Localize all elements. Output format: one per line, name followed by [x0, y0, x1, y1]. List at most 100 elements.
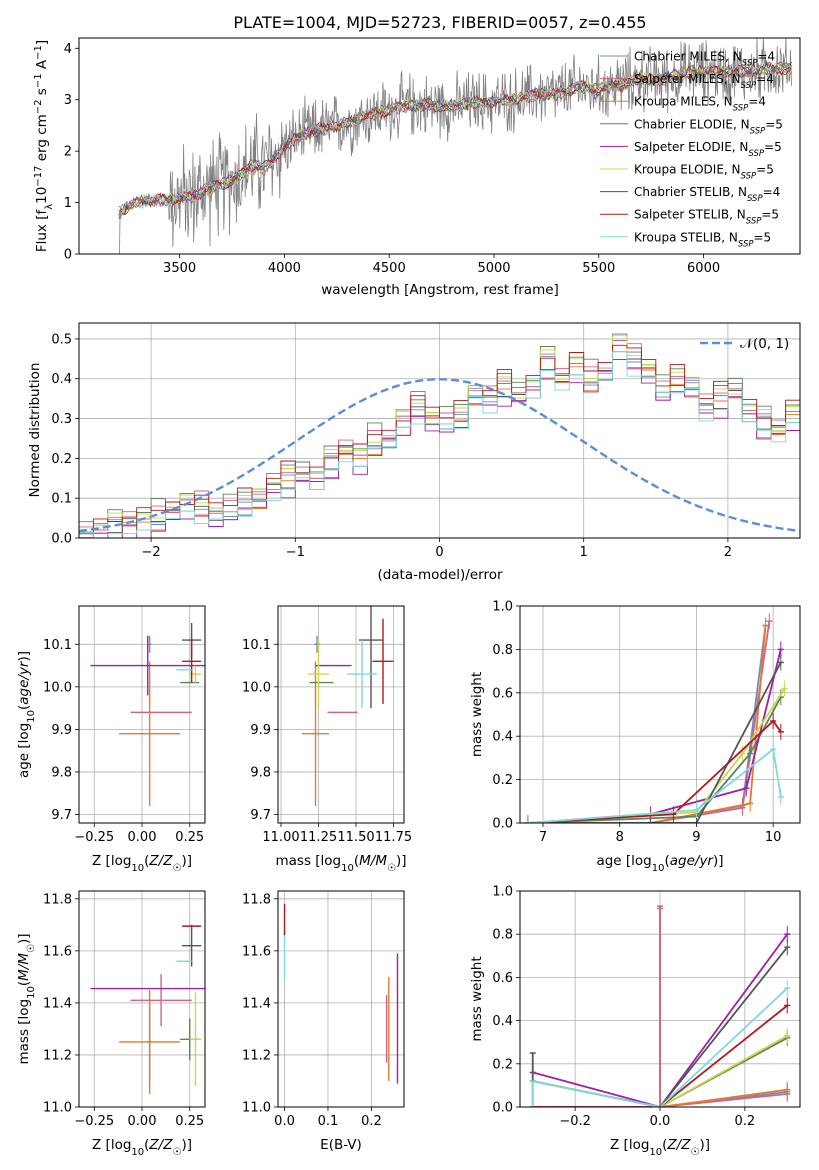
axis-label-part: (: [16, 981, 32, 986]
axis-label-part: (: [354, 853, 359, 869]
x-tick-label: 1: [580, 545, 588, 560]
axis-label-part: 10: [649, 1147, 662, 1158]
y-tick-label: 0.4: [51, 372, 72, 387]
axis-label-part: Z/Z: [148, 1137, 173, 1153]
plot-area: [520, 606, 800, 823]
axis-label-part: )]: [16, 651, 32, 662]
y-tick-label: 10.0: [43, 680, 72, 695]
legend-sub: SSP: [746, 217, 762, 227]
x-tick-label: 4500: [373, 261, 406, 276]
legend-sub: SSP: [741, 81, 757, 91]
plot-area: [520, 891, 800, 1107]
y-tick-label: 11.6: [43, 944, 72, 959]
x-tick-label: 5000: [477, 261, 510, 276]
y-tick-label: 0.3: [51, 412, 72, 427]
y-tick-label: 3: [64, 93, 72, 108]
histogram-step: [79, 335, 800, 538]
panel-age-vs-Z: −0.25 0.00 0.259.79.89.910.010.1Z [log10(Z…: [16, 605, 206, 874]
axis-label-part: mass [log: [275, 853, 341, 869]
axis-label-part: ☉: [172, 863, 181, 874]
y-tick-label: 0.6: [492, 686, 513, 701]
y-tick-label: 0.4: [492, 730, 513, 745]
axis-label-part: (: [144, 853, 149, 869]
plot-area: [79, 606, 205, 823]
axis-label-part: Z [log: [610, 1137, 649, 1153]
legend-text: =5: [765, 117, 783, 131]
panel-mass-weight-vs-Z: −0.2 0.0 0.2 0.0 0.2 0.4 0.6 0.8 1.0 Z [log10(Z/Z…: [469, 885, 801, 1158]
axis-label-part: Z [log: [92, 1137, 131, 1153]
y-tick-label: 0.2: [51, 452, 72, 467]
y-tick-label: 11.4: [43, 996, 72, 1011]
y-axis-label: mass weight: [469, 956, 485, 1041]
legend-text: =4: [748, 95, 766, 109]
y-tick-label: 0.0: [492, 1101, 513, 1116]
model-spectrum-line: [118, 61, 792, 216]
weight-line: [527, 688, 786, 823]
y-tick-label: 9.7: [250, 808, 271, 823]
plot-area: [278, 891, 404, 1107]
y-tick-label: 0.1: [51, 492, 72, 507]
histogram-step: [79, 359, 800, 538]
y-tick-label: 11.8: [43, 892, 72, 907]
legend-sub: SSP: [738, 239, 754, 249]
axis-label-part: ☉: [690, 1147, 699, 1158]
axis-label-part: (: [662, 1137, 667, 1153]
axes-frame: [78, 37, 801, 255]
axis-label-part: 10: [341, 863, 354, 874]
axis-label-part: −1: [33, 45, 44, 60]
x-tick-label: 0.0: [274, 1114, 295, 1129]
x-axis-label: wavelength [Angstrom, rest frame]: [321, 282, 559, 298]
y-tick-label: 0.5: [51, 332, 72, 347]
y-tick-label: 4: [64, 42, 72, 57]
legend-text: Kroupa MILES, N: [634, 95, 733, 109]
legend-entry: Salpeter MILES, NSSP=4: [634, 72, 774, 91]
legend-text: =5: [761, 208, 779, 222]
panel-residuals: −2 −1 0 1 2 0.0 0.1 0.2 0.3 0.4 0.5 𝒩(0, 1) (data-mo…: [27, 322, 801, 583]
plot-area: [79, 891, 205, 1107]
axis-label-part: 10: [26, 710, 37, 723]
x-tick-label: 0.00: [128, 1114, 157, 1129]
legend-entry: Kroupa MILES, NSSP=4: [634, 95, 766, 114]
legend-text: Salpeter ELODIE, N: [634, 140, 748, 154]
axis-label-part: −17: [33, 166, 44, 187]
axes-frame: [277, 890, 405, 1108]
x-tick-label: 0.0: [650, 1114, 671, 1129]
x-tick-label: 4000: [268, 261, 301, 276]
gaussian-curve: [79, 377, 800, 533]
y-tick-label: 9.8: [51, 765, 72, 780]
y-tick-label: 0.8: [492, 928, 513, 943]
axis-label-part: Z/Z: [666, 1137, 691, 1153]
axis-label-part: A: [34, 59, 50, 73]
axis-label-part: M/M: [359, 853, 387, 869]
y-tick-label: 0.6: [492, 971, 513, 986]
weight-line: [532, 933, 789, 1107]
x-tick-label: 0.25: [175, 830, 204, 845]
histogram-step: [79, 340, 800, 538]
legend-text: =4: [763, 185, 781, 199]
x-axis-label: (data-model)/error: [377, 567, 503, 583]
axes-frame: [78, 605, 206, 824]
x-axis-label: Z [log10(Z/Z☉)]: [610, 1137, 710, 1158]
axis-label-part: E(B-V): [320, 1137, 362, 1153]
axis-label-part: mass weight: [469, 956, 485, 1041]
y-tick-label: 11.0: [43, 1101, 72, 1116]
axis-label-part: ☉: [26, 944, 37, 953]
x-tick-label: 5500: [582, 261, 615, 276]
legend-entry: Kroupa STELIB, NSSP=5: [634, 230, 771, 249]
axis-label-part: )]: [396, 853, 407, 869]
y-axis-label: mass weight: [469, 672, 485, 757]
axis-label-part: s: [34, 88, 50, 99]
axis-label-part: age [log: [16, 723, 32, 778]
plot-area: [118, 38, 792, 254]
model-spectrum-line: [118, 61, 792, 218]
axis-label-part: )]: [181, 1137, 192, 1153]
legend-sub: SSP: [750, 126, 766, 136]
x-tick-label: −0.2: [559, 1114, 591, 1129]
axis-label-part: 10: [26, 986, 37, 999]
axis-label-part: M/M: [16, 953, 32, 981]
axis-label-part: age/yr: [16, 660, 32, 705]
y-tick-label: 11.8: [242, 892, 271, 907]
legend-entry: Kroupa ELODIE, NSSP=5: [634, 163, 774, 182]
axis-label-part: 10: [131, 863, 144, 874]
